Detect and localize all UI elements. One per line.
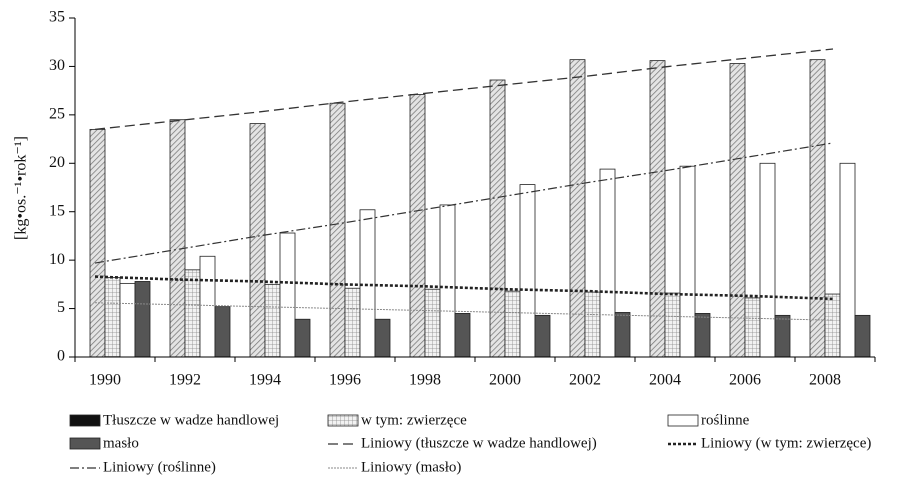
x-tick-label: 1998 bbox=[409, 372, 441, 389]
bar bbox=[409, 94, 426, 358]
x-tick-label: 2006 bbox=[729, 372, 761, 389]
y-tick-label: 25 bbox=[49, 106, 65, 123]
legend-swatch bbox=[69, 437, 101, 450]
x-tick-label: 2000 bbox=[489, 372, 521, 389]
x-tick-label: 1990 bbox=[89, 372, 121, 389]
bar bbox=[854, 314, 871, 358]
x-tick-label: 1992 bbox=[169, 372, 201, 389]
legend-label: w tym: zwierzęce bbox=[361, 412, 467, 428]
bar bbox=[264, 283, 281, 358]
legend-swatch bbox=[327, 414, 359, 427]
bar bbox=[184, 269, 201, 358]
bar bbox=[454, 313, 471, 358]
trend-line bbox=[94, 275, 834, 301]
legend-label: Liniowy (tłuszcze w wadze handlowej) bbox=[361, 435, 597, 451]
legend-label: Liniowy (w tym: zwierzęce) bbox=[701, 435, 871, 451]
bar bbox=[809, 59, 826, 358]
bar bbox=[119, 282, 136, 358]
y-axis-label: [kg•os.⁻¹•rok⁻¹] bbox=[13, 136, 30, 240]
bar bbox=[344, 287, 361, 358]
bar bbox=[169, 119, 186, 358]
x-tick-label: 2002 bbox=[569, 372, 601, 389]
trend-line bbox=[94, 302, 834, 321]
legend-swatch bbox=[69, 414, 101, 427]
bar bbox=[504, 290, 521, 358]
bar bbox=[374, 318, 391, 358]
bar bbox=[569, 59, 586, 358]
bar bbox=[519, 184, 536, 358]
bar bbox=[424, 288, 441, 358]
bar bbox=[664, 292, 681, 358]
bar bbox=[759, 162, 776, 358]
y-tick-label: 10 bbox=[49, 251, 65, 268]
x-tick-label: 2004 bbox=[649, 372, 681, 389]
bar bbox=[214, 306, 231, 358]
bar bbox=[744, 297, 761, 358]
bar bbox=[694, 313, 711, 358]
y-tick-label: 35 bbox=[49, 9, 65, 26]
bar bbox=[104, 277, 121, 358]
legend-swatch bbox=[667, 414, 699, 427]
y-tick-label: 30 bbox=[49, 57, 65, 74]
bar bbox=[489, 79, 506, 358]
bar bbox=[584, 291, 601, 358]
legend-label: Liniowy (masło) bbox=[361, 459, 461, 475]
bar bbox=[729, 63, 746, 358]
y-tick-label: 20 bbox=[49, 154, 65, 171]
bar bbox=[824, 293, 841, 358]
x-tick-label: 1996 bbox=[329, 372, 361, 389]
trend-line bbox=[94, 142, 834, 264]
bar bbox=[649, 60, 666, 358]
bar bbox=[134, 281, 151, 358]
y-tick-label: 15 bbox=[49, 202, 65, 219]
bar bbox=[614, 312, 631, 358]
bar bbox=[89, 128, 106, 358]
bar bbox=[359, 209, 376, 358]
legend-label: masło bbox=[103, 435, 139, 451]
bar bbox=[774, 314, 791, 358]
bar bbox=[439, 204, 456, 358]
bar bbox=[329, 102, 346, 358]
legend-label: Tłuszcze w wadze handlowej bbox=[103, 412, 279, 428]
bar bbox=[599, 168, 616, 358]
bar bbox=[199, 255, 216, 358]
x-tick-label: 2008 bbox=[809, 372, 841, 389]
y-tick-label: 0 bbox=[57, 348, 65, 365]
bar bbox=[294, 318, 311, 358]
y-tick-label: 5 bbox=[57, 299, 65, 316]
trend-line bbox=[94, 48, 834, 131]
bar bbox=[534, 314, 551, 358]
legend-label: roślinne bbox=[701, 412, 750, 428]
x-tick-label: 1994 bbox=[249, 372, 281, 389]
bar bbox=[279, 232, 296, 358]
bar bbox=[249, 123, 266, 358]
bar bbox=[679, 165, 696, 358]
legend-label: Liniowy (roślinne) bbox=[103, 459, 216, 475]
bar bbox=[839, 162, 856, 358]
